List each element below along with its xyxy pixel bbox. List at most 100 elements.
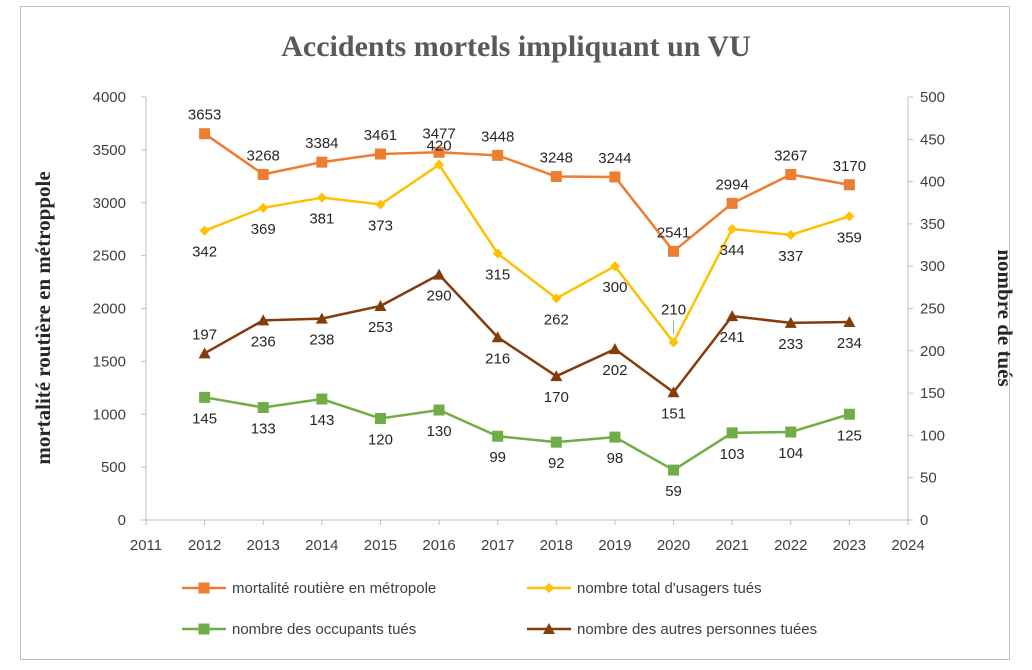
data-label-1: 300: [602, 279, 627, 296]
data-label-0: 3461: [364, 127, 397, 144]
legend-label-0: mortalité routière en métropole: [232, 580, 436, 597]
legend-label-3: nombre des autres personnes tuées: [577, 621, 817, 638]
chart-frame: [20, 6, 1010, 660]
data-point-0: [374, 148, 386, 160]
data-label-3: 238: [309, 332, 334, 349]
data-label-0: 3653: [188, 107, 221, 124]
data-label-1: 369: [251, 221, 276, 238]
x-tick-label: 2012: [188, 537, 221, 554]
data-label-1: 381: [309, 211, 334, 228]
data-point-3: [726, 310, 739, 322]
data-point-2: [492, 430, 504, 442]
data-point-1: [492, 248, 503, 259]
y2-axis-title: nombre de tués: [993, 249, 1017, 386]
series-line-0: [203, 132, 850, 253]
data-point-3: [608, 343, 621, 355]
data-point-2: [257, 401, 269, 413]
y2-tick-label: 400: [920, 174, 945, 191]
data-label-0: 2994: [715, 176, 748, 193]
x-tick-label: 2021: [715, 537, 748, 554]
data-point-2: [668, 464, 680, 476]
data-label-0: 3267: [774, 148, 807, 165]
data-point-1: [727, 223, 738, 234]
legend-marker-2: [198, 623, 210, 635]
data-label-2: 59: [665, 483, 682, 500]
x-tick-label: 2018: [540, 537, 573, 554]
data-point-0: [316, 156, 328, 168]
legend-label-2: nombre des occupants tués: [232, 621, 416, 638]
data-point-3: [198, 347, 211, 359]
data-point-1: [258, 202, 269, 213]
legend-marker-0: [198, 582, 210, 594]
data-label-1: 337: [778, 248, 803, 265]
y2-tick-label: 450: [920, 131, 945, 148]
y-tick-label: 1500: [93, 353, 126, 370]
data-label-2: 92: [548, 455, 565, 472]
y2-tick-label: 250: [920, 301, 945, 318]
data-label-3: 236: [251, 333, 276, 350]
data-point-3: [433, 268, 446, 280]
data-point-2: [199, 391, 211, 403]
y2-tick-label: 0: [920, 512, 928, 529]
chart-title: Accidents mortels impliquant un VU: [281, 30, 751, 63]
y2-tick-label: 150: [920, 385, 945, 402]
data-point-0: [433, 146, 445, 158]
data-point-1: [551, 293, 562, 304]
data-point-0: [492, 149, 504, 161]
data-point-2: [726, 427, 738, 439]
data-point-3: [843, 316, 856, 328]
x-tick-label: 2023: [833, 537, 866, 554]
data-label-1: 315: [485, 267, 510, 284]
data-point-0: [668, 245, 680, 257]
data-label-1: 210: [661, 301, 686, 318]
data-label-2: 125: [837, 427, 862, 444]
data-label-2: 145: [192, 410, 217, 427]
y-tick-label: 3500: [93, 142, 126, 159]
y-tick-label: 2500: [93, 248, 126, 265]
data-label-2: 130: [427, 423, 452, 440]
x-tick-label: 2020: [657, 537, 690, 554]
data-point-3: [315, 312, 328, 324]
data-label-2: 103: [720, 446, 745, 463]
series-line-3: [204, 273, 850, 394]
data-label-0: 3448: [481, 128, 514, 145]
data-point-2: [316, 393, 328, 405]
y2-tick-label: 300: [920, 258, 945, 275]
x-tick-label: 2022: [774, 537, 807, 554]
series-line-2: [204, 396, 850, 472]
data-label-1: 373: [368, 217, 393, 234]
data-point-1: [434, 159, 445, 170]
data-label-2: 99: [489, 449, 506, 466]
y2-tick-label: 350: [920, 216, 945, 233]
data-label-3: 253: [368, 319, 393, 336]
data-point-3: [784, 316, 797, 328]
data-point-3: [374, 299, 387, 311]
data-label-3: 290: [427, 288, 452, 305]
data-label-0: 3170: [833, 158, 866, 175]
y2-tick-label: 200: [920, 343, 945, 360]
data-label-3: 170: [544, 389, 569, 406]
y-axis-title: mortalité routière en métroppole: [31, 171, 55, 464]
data-point-2: [550, 436, 562, 448]
data-label-1: 359: [837, 229, 862, 246]
y-tick-label: 2000: [93, 301, 126, 318]
data-label-3: 241: [720, 329, 745, 346]
legend-label-1: nombre total d'usagers tués: [577, 580, 762, 597]
x-tick-label: 2014: [305, 537, 338, 554]
x-tick-label: 2017: [481, 537, 514, 554]
data-point-1: [375, 199, 386, 210]
data-label-3: 197: [192, 326, 217, 343]
data-label-1: 420: [427, 138, 452, 155]
x-tick-label: 2011: [130, 537, 162, 554]
data-label-1: 262: [544, 311, 569, 328]
data-point-0: [843, 179, 855, 191]
data-point-3: [257, 314, 270, 326]
y2-tick-label: 50: [920, 470, 937, 487]
data-point-1: [785, 229, 796, 240]
data-point-3: [550, 370, 563, 382]
series-line-1: [204, 163, 850, 344]
data-point-0: [726, 197, 738, 209]
data-point-1: [668, 337, 679, 348]
data-point-3: [667, 386, 680, 398]
data-label-2: 133: [251, 420, 276, 437]
